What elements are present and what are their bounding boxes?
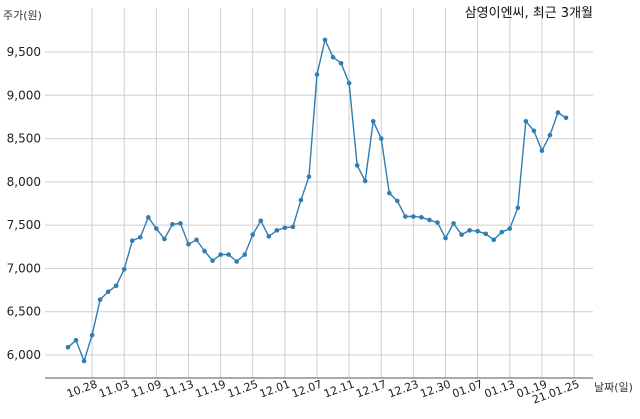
data-point xyxy=(330,54,336,60)
data-point xyxy=(354,163,360,168)
data-point xyxy=(395,198,400,204)
data-point xyxy=(515,205,521,211)
data-point xyxy=(370,118,376,124)
data-point xyxy=(298,197,304,203)
series-points xyxy=(65,37,569,364)
data-point xyxy=(226,252,231,257)
data-point xyxy=(435,220,440,225)
data-point xyxy=(499,229,505,235)
y-tick-label: 9,500 xyxy=(7,45,41,59)
data-point xyxy=(322,37,328,43)
data-point xyxy=(194,237,199,243)
data-point xyxy=(65,344,71,350)
y-tick-label: 9,000 xyxy=(7,88,41,102)
grid xyxy=(45,8,593,378)
data-point xyxy=(129,238,135,244)
data-point xyxy=(202,248,207,254)
data-point xyxy=(403,214,408,219)
data-point xyxy=(362,178,368,184)
y-axis: 6,000 6,500 7,000 7,500 8,000 8,500 9,000 9,500 xyxy=(7,45,41,362)
data-point xyxy=(507,226,513,231)
data-point xyxy=(483,231,488,237)
data-point xyxy=(346,80,352,86)
data-point xyxy=(491,237,497,243)
data-point xyxy=(378,136,384,141)
data-point xyxy=(121,266,127,272)
data-point xyxy=(475,228,480,234)
data-point xyxy=(242,252,248,257)
data-point xyxy=(154,226,159,231)
data-point xyxy=(218,252,223,257)
y-tick-label: 6,000 xyxy=(7,348,41,362)
data-point xyxy=(97,297,103,302)
data-point xyxy=(186,241,191,247)
data-point xyxy=(146,215,151,220)
data-point xyxy=(162,236,167,242)
y-tick-label: 7,500 xyxy=(7,218,41,232)
data-point xyxy=(113,283,119,289)
data-point xyxy=(89,332,95,338)
data-point xyxy=(170,221,175,227)
x-axis-label: 날짜(일) xyxy=(594,380,633,394)
data-point xyxy=(467,228,472,233)
data-point xyxy=(105,289,111,295)
data-point xyxy=(306,174,312,179)
y-tick-label: 6,500 xyxy=(7,305,41,319)
data-point xyxy=(274,228,280,233)
data-point xyxy=(443,235,448,241)
data-point xyxy=(531,128,537,134)
data-point xyxy=(459,232,464,237)
data-point xyxy=(178,221,183,226)
data-point xyxy=(411,214,416,219)
data-point xyxy=(81,358,87,364)
data-point xyxy=(523,118,529,124)
data-point xyxy=(451,221,456,226)
data-point xyxy=(555,110,561,115)
y-tick-label: 8,500 xyxy=(7,132,41,146)
data-point xyxy=(266,234,272,239)
y-axis-label: 주가(원) xyxy=(3,9,42,22)
data-point xyxy=(338,60,344,66)
data-point xyxy=(539,148,545,153)
data-point xyxy=(290,224,296,230)
chart-title: 삼영이엔씨, 최근 3개월 xyxy=(465,6,593,21)
data-point xyxy=(386,190,392,196)
data-point xyxy=(137,234,143,240)
data-point xyxy=(234,259,239,264)
data-point xyxy=(563,115,569,121)
data-point xyxy=(314,72,320,77)
data-point xyxy=(258,218,264,224)
data-point xyxy=(282,225,288,231)
data-point xyxy=(427,217,432,223)
data-point xyxy=(250,232,256,237)
y-tick-label: 8,000 xyxy=(7,175,41,189)
data-point xyxy=(73,337,79,343)
data-point xyxy=(547,132,553,138)
data-point xyxy=(419,215,424,220)
y-tick-label: 7,000 xyxy=(7,261,41,275)
data-point xyxy=(210,258,215,263)
